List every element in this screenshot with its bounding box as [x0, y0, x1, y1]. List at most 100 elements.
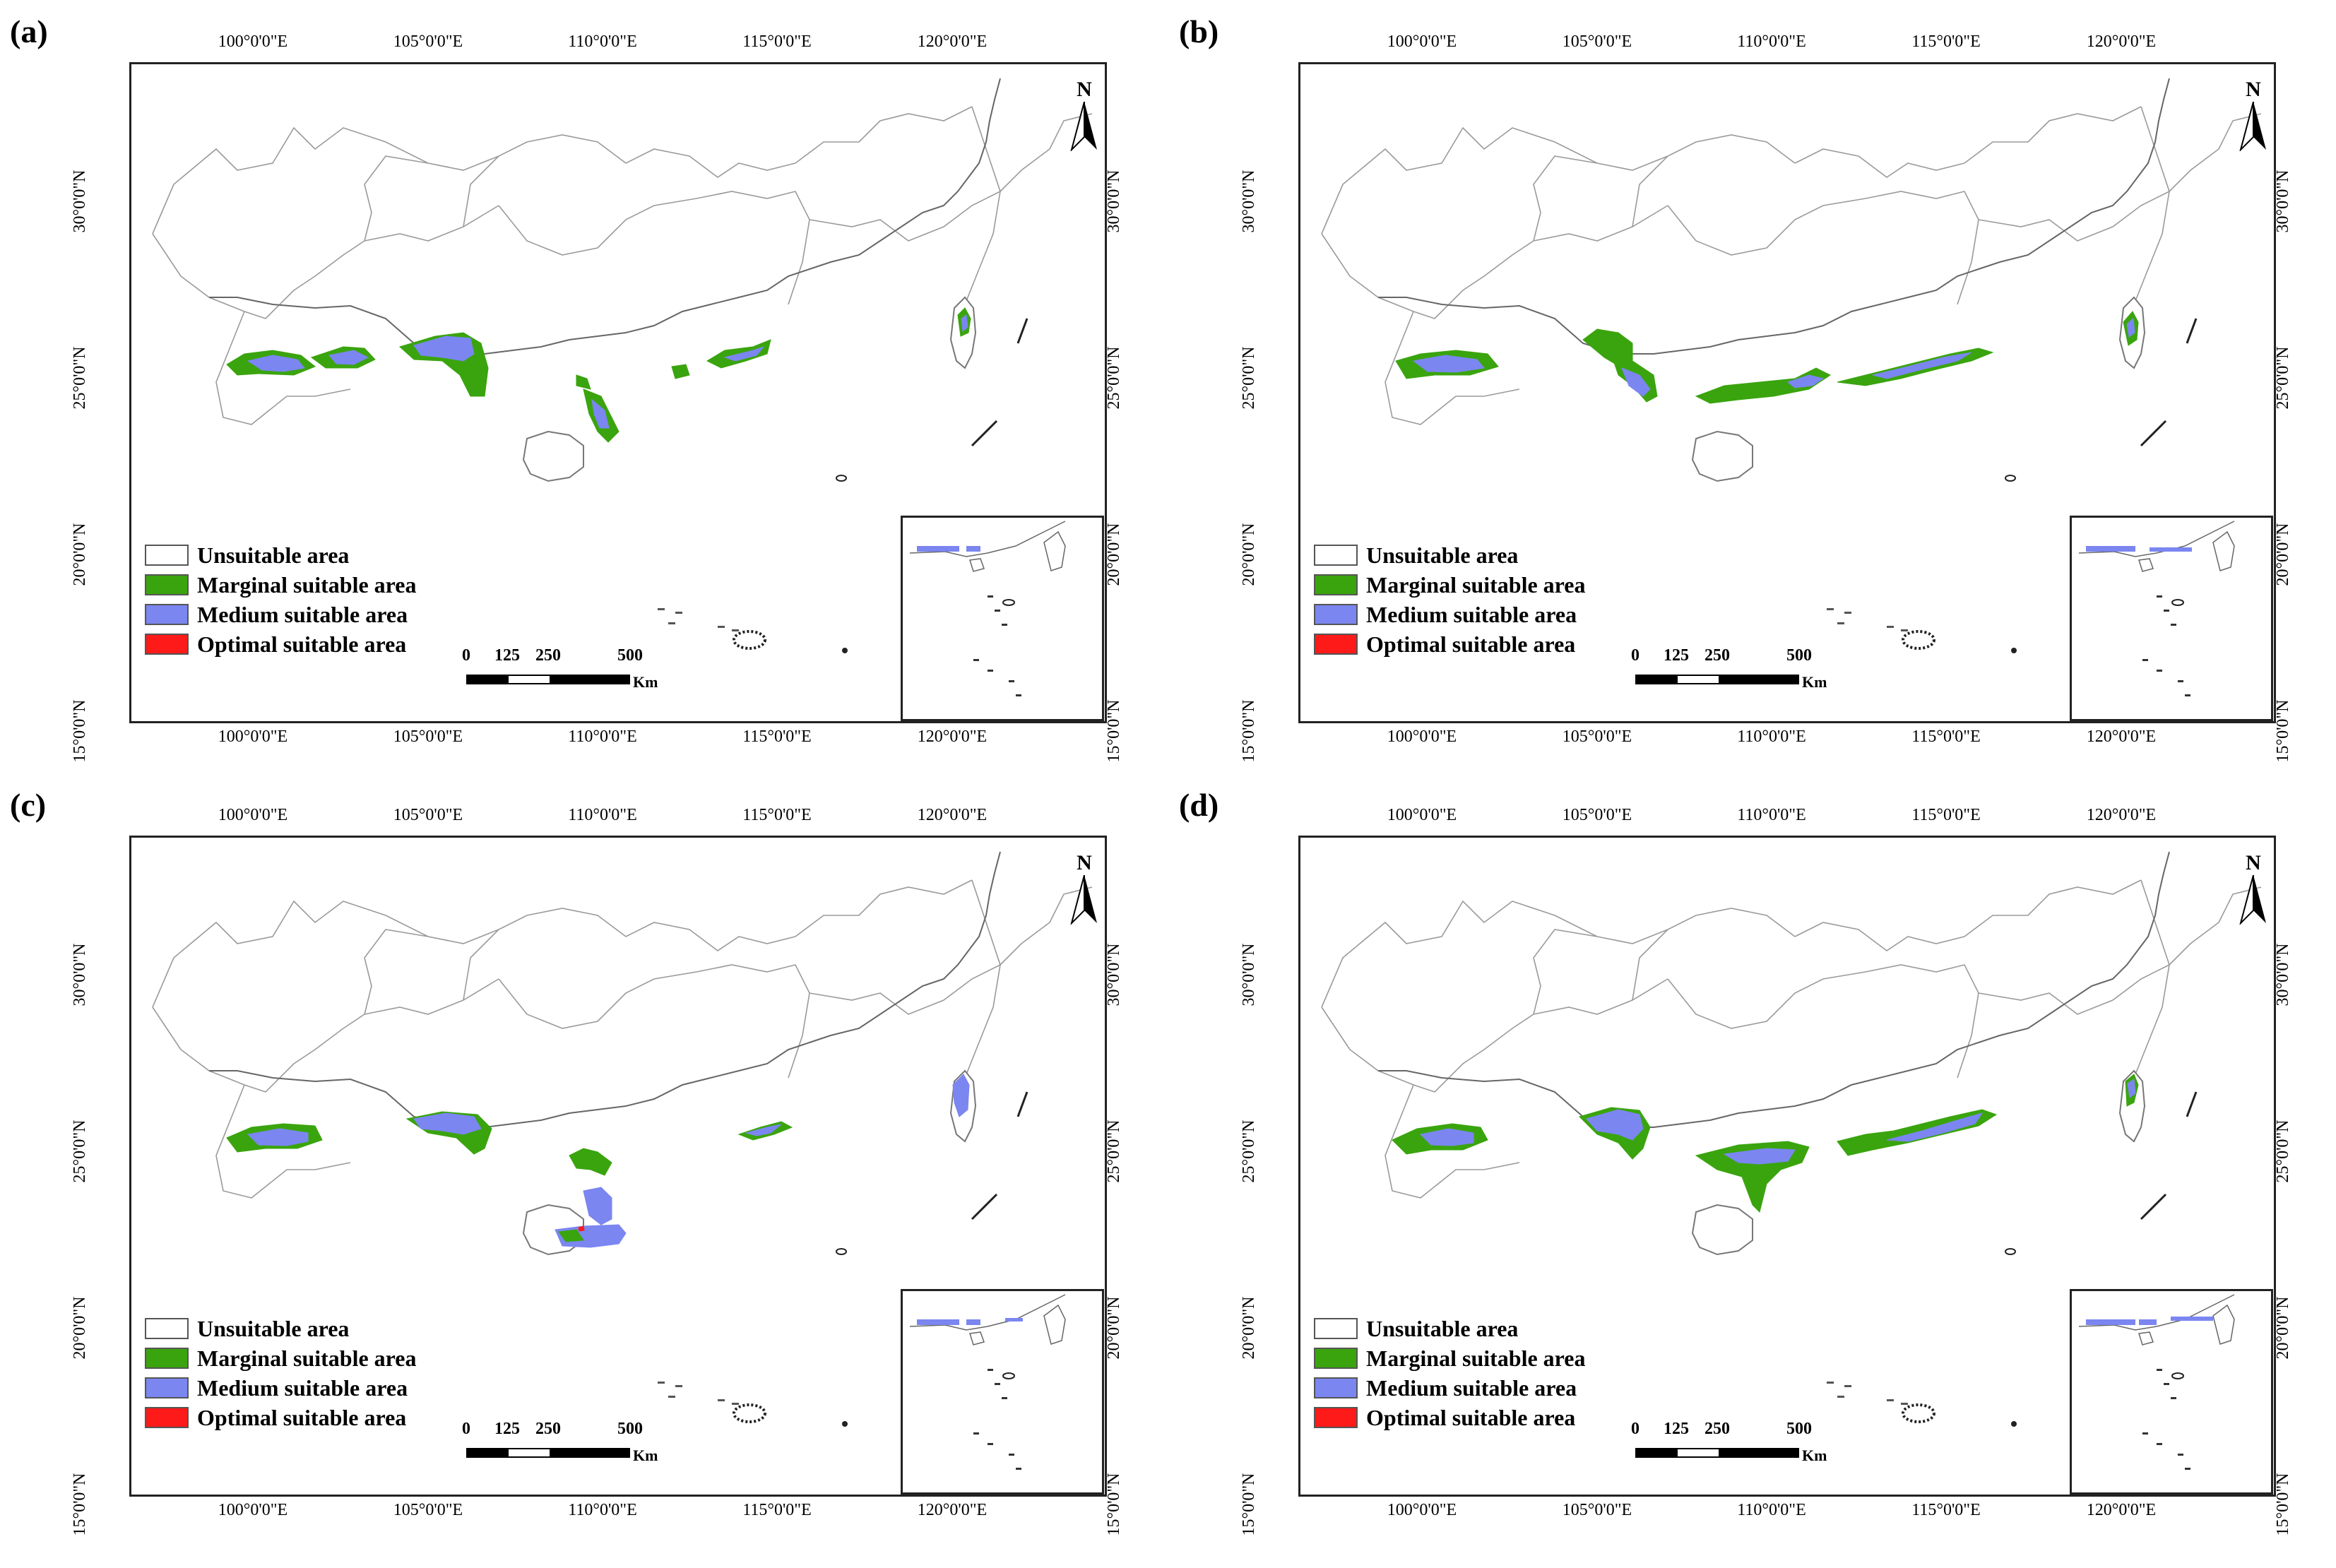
islet — [675, 1385, 682, 1387]
legend-swatch — [145, 1407, 189, 1428]
lat-tick-left: 25°0'0"N — [1240, 1119, 1258, 1183]
lon-tick-top: 110°0'0"E — [568, 806, 637, 824]
north-arrow-icon — [2239, 874, 2266, 926]
boundary-segment — [2140, 1193, 2167, 1220]
medium-suitable-patch — [1786, 374, 1825, 388]
islet — [2011, 1421, 2017, 1427]
medium-suitable-patch — [961, 314, 968, 332]
optimal-suitable-patch — [578, 1225, 585, 1232]
lon-tick-bottom: 115°0'0"E — [742, 1501, 812, 1519]
province-boundary — [152, 900, 499, 1008]
province-boundary — [152, 126, 499, 234]
province-boundary — [1385, 311, 1520, 425]
lon-tick-top: 110°0'0"E — [568, 32, 637, 51]
legend-swatch — [145, 634, 189, 655]
lat-tick-left: 20°0'0"N — [1240, 1296, 1258, 1360]
lat-tick-left: 20°0'0"N — [71, 1296, 89, 1360]
scale-label: 500 — [617, 1420, 643, 1438]
lat-tick-left: 30°0'0"N — [1240, 943, 1258, 1006]
province-boundary — [1964, 879, 2142, 937]
legend-label: Optimal suitable area — [1366, 631, 1576, 657]
scale-label: 125 — [1664, 646, 1689, 665]
legend-label: Unsuitable area — [197, 542, 350, 568]
reef — [1902, 1403, 1935, 1423]
province-boundary — [1321, 205, 1668, 319]
marginal-suitable-patch — [576, 374, 591, 390]
province-boundary — [1667, 971, 1866, 1029]
scale-bar: 0 125 250 500 Km — [462, 646, 658, 696]
medium-suitable-patch — [247, 355, 305, 372]
legend-label: Medium suitable area — [197, 1374, 408, 1401]
legend: Unsuitable area Marginal suitable area Med… — [145, 1314, 417, 1432]
marginal-suitable-patch — [1695, 367, 1831, 404]
lon-tick-top: 115°0'0"E — [1911, 32, 1981, 51]
marginal-suitable-patch — [569, 1148, 612, 1176]
boundary-segment — [1016, 1091, 1028, 1117]
province-boundary — [625, 922, 796, 951]
panel-label: (b) — [1179, 13, 1219, 49]
province-boundary — [809, 191, 1001, 242]
legend-swatch — [145, 1318, 189, 1339]
north-arrow: N — [1063, 851, 1105, 929]
medium-suitable-patch — [328, 350, 369, 365]
lon-tick-top: 105°0'0"E — [393, 806, 463, 824]
legend-label: Medium suitable area — [197, 601, 408, 627]
scale-bar-graphic — [1635, 675, 1799, 684]
scale-unit: Km — [633, 1447, 658, 1464]
islet — [658, 608, 665, 610]
legend-swatch — [1314, 1348, 1358, 1369]
lon-tick-top: 115°0'0"E — [742, 806, 812, 824]
medium-suitable-patch — [413, 335, 475, 362]
province-boundary — [795, 106, 973, 164]
boundary-segment — [1016, 318, 1028, 344]
scale-unit: Km — [1802, 673, 1827, 691]
legend-item-marginal: Marginal suitable area — [145, 570, 417, 600]
province-boundary — [1321, 978, 1668, 1093]
province-boundary — [463, 134, 627, 227]
medium-suitable-patch — [1412, 355, 1485, 373]
province-boundary — [1000, 113, 1093, 192]
inset-map — [2070, 516, 2273, 721]
legend-label: Unsuitable area — [1366, 542, 1519, 568]
lon-tick-top: 105°0'0"E — [393, 32, 463, 51]
province-boundary — [2169, 113, 2262, 192]
scale-bar-graphic — [466, 1448, 630, 1458]
legend: Unsuitable area Marginal suitable area Med… — [145, 540, 417, 659]
legend-label: Unsuitable area — [197, 1315, 350, 1341]
legend-item-medium: Medium suitable area — [145, 600, 417, 629]
lat-tick-left: 20°0'0"N — [1240, 523, 1258, 586]
legend-label: Marginal suitable area — [1366, 571, 1586, 598]
province-boundary — [2169, 886, 2262, 966]
scale-label: 250 — [1704, 1420, 1730, 1438]
map-canvas — [152, 78, 1093, 653]
lon-tick-bottom: 110°0'0"E — [568, 1501, 637, 1519]
north-arrow-icon — [2239, 101, 2266, 153]
lon-tick-bottom: 105°0'0"E — [393, 1501, 463, 1519]
province-boundary — [795, 879, 973, 937]
province-boundary — [463, 908, 627, 1001]
province-boundary — [1794, 148, 1965, 178]
scale-label: 0 — [1631, 646, 1640, 665]
province-boundary — [2133, 879, 2170, 1079]
map-canvas — [1321, 78, 2262, 653]
scale-bar-graphic — [466, 675, 630, 684]
islet — [732, 629, 739, 631]
lon-tick-top: 120°0'0"E — [917, 806, 988, 824]
scale-bar: 0 125 250 500 Km — [1631, 646, 1827, 696]
lon-tick-top: 120°0'0"E — [2086, 806, 2157, 824]
islet — [2005, 475, 2016, 482]
north-label: N — [1077, 78, 1092, 101]
islet — [1837, 1396, 1844, 1398]
legend-swatch — [145, 574, 189, 595]
province-boundary — [1385, 1084, 1520, 1199]
legend-swatch — [145, 604, 189, 625]
legend-swatch — [1314, 1407, 1358, 1428]
province-boundary — [1794, 922, 1965, 951]
islet — [668, 622, 675, 624]
lat-tick-left: 25°0'0"N — [71, 1119, 89, 1183]
scale-label: 0 — [462, 646, 470, 665]
map-panel-c: (c) 100°0'0"E 100°0'0"E 105°0'0"E 105°0'0"E 1… — [0, 773, 1166, 1543]
lat-tick-left: 25°0'0"N — [71, 346, 89, 410]
north-label: N — [2246, 78, 2261, 101]
legend-swatch — [1314, 545, 1358, 566]
